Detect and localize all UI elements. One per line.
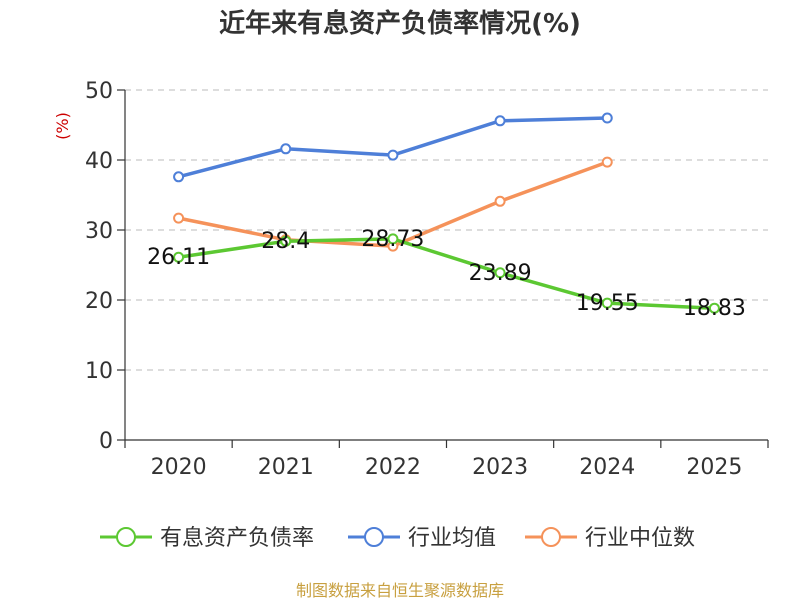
data-point [601,112,613,124]
data-point [387,233,399,245]
y-tick-label: 50 [85,79,113,104]
data-point [494,195,506,207]
data-point [280,143,292,155]
legend-marker [116,527,136,547]
data-label: 19.55 [576,291,639,316]
data-point [280,235,292,247]
series-lines [173,112,720,314]
series-line-1 [176,116,609,179]
data-point [173,212,185,224]
data-labels: 26.11 28.4 28.73 23.89 19.55 18.83 [147,227,746,321]
legend: 有息资产负债率 行业均值 行业中位数 [100,526,695,551]
series-line-0 [176,237,717,310]
legend-label: 行业均值 [408,526,496,551]
data-point [494,115,506,127]
data-label: 23.89 [469,261,532,286]
x-tick-label: 2021 [258,455,314,480]
data-point [708,302,720,314]
x-tick-label: 2020 [151,455,207,480]
data-point [494,267,506,279]
y-tick-label: 40 [85,149,113,174]
data-point [173,251,185,263]
y-tick-label: 10 [85,359,113,384]
legend-label: 有息资产负债率 [160,526,314,551]
x-tick-label: 2023 [472,455,528,480]
chart-title: 近年来有息资产负债率情况(%) [219,8,581,39]
legend-item: 行业均值 [348,526,496,551]
data-point [601,297,613,309]
axes: 0 10 20 30 40 50 2020 2021 2022 2023 2024 2025 [85,79,769,480]
x-tick-label: 2022 [365,455,421,480]
y-tick-label: 20 [85,289,113,314]
data-label: 28.4 [261,229,310,254]
legend-marker [364,527,384,547]
data-point [601,156,613,168]
source-note: 制图数据来自恒生聚源数据库 [296,581,504,600]
y-axis-unit-label: (%) [53,112,72,140]
data-point [387,149,399,161]
data-label: 18.83 [683,296,746,321]
y-tick-label: 30 [85,219,113,244]
data-point [173,171,185,183]
legend-marker [541,527,561,547]
x-tick-label: 2025 [686,455,742,480]
legend-label: 行业中位数 [585,526,695,551]
x-tick-label: 2024 [579,455,635,480]
grid-lines [125,89,768,371]
legend-item: 有息资产负债率 [100,526,314,551]
y-tick-label: 0 [99,429,113,454]
data-label: 26.11 [147,245,210,270]
legend-item: 行业中位数 [525,526,695,551]
data-label: 28.73 [361,227,424,252]
